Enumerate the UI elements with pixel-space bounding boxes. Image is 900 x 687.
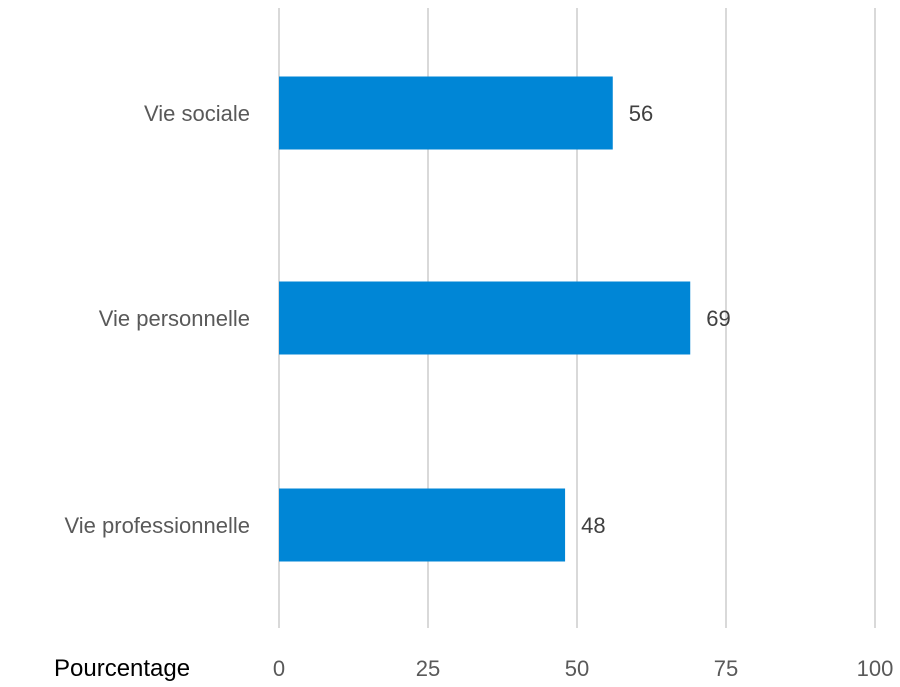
bars [279,76,691,562]
x-tick-label: 75 [714,656,738,681]
bar-vie-professionnelle [279,488,566,562]
bar-vie-personnelle [279,281,691,355]
bar-vie-sociale [279,76,613,150]
category-label: Vie personnelle [99,306,250,331]
category-labels: Vie sociale Vie personnelle Vie profession… [65,101,251,538]
x-tick-label: 50 [565,656,589,681]
x-tick-label: 100 [857,656,894,681]
value-label: 48 [581,513,605,538]
x-axis-title: Pourcentage [54,655,190,682]
x-tick-label: 25 [416,656,440,681]
value-labels: 56 69 48 [581,101,731,538]
value-label: 69 [706,306,730,331]
x-axis-ticks: 0 25 50 75 100 [273,656,893,681]
x-tick-label: 0 [273,656,285,681]
category-label: Vie professionnelle [65,513,251,538]
category-label: Vie sociale [144,101,250,126]
value-label: 56 [629,101,653,126]
